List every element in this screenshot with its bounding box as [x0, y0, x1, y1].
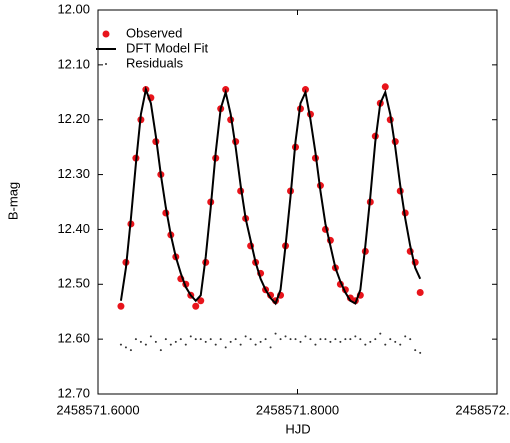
residual-point — [339, 340, 342, 343]
residual-point — [254, 343, 257, 346]
residual-point — [279, 338, 282, 341]
residual-point — [319, 338, 322, 341]
residual-point — [384, 343, 387, 346]
residual-point — [349, 338, 352, 341]
residual-point — [209, 338, 212, 341]
residual-point — [124, 346, 127, 349]
residual-point — [249, 338, 252, 341]
residual-point — [234, 338, 237, 341]
residual-point — [129, 349, 132, 352]
residual-point — [289, 338, 292, 341]
residual-point — [324, 338, 327, 341]
y-tick-label: 12.40 — [57, 221, 90, 236]
residual-point — [159, 349, 162, 352]
y-tick-label: 12.00 — [57, 1, 90, 16]
residual-point — [149, 335, 152, 338]
residual-point — [344, 338, 347, 341]
residual-point — [414, 349, 417, 352]
observed-point — [301, 86, 309, 94]
residual-point — [364, 343, 367, 346]
x-tick-label: 2458571.6000 — [56, 402, 139, 417]
residual-point — [214, 343, 217, 346]
residual-point — [239, 343, 242, 346]
model-line — [119, 85, 422, 306]
residual-point — [224, 346, 227, 349]
residual-point — [329, 340, 332, 343]
residual-point — [334, 338, 337, 341]
residual-point — [394, 340, 397, 343]
residual-point — [189, 335, 192, 338]
legend-swatch — [105, 63, 107, 65]
residual-point — [139, 340, 142, 343]
residual-point — [269, 346, 272, 349]
residual-point — [314, 343, 317, 346]
y-tick-label: 12.50 — [57, 276, 90, 291]
residual-point — [219, 338, 222, 341]
residual-point — [304, 335, 307, 338]
residual-point — [379, 332, 382, 335]
residual-point — [389, 338, 392, 341]
residual-point — [184, 343, 187, 346]
y-tick-label: 12.70 — [57, 385, 90, 400]
residual-point — [229, 340, 232, 343]
residual-point — [144, 343, 147, 346]
legend-label: DFT Model Fit — [126, 40, 208, 55]
x-axis-label: HJD — [285, 421, 310, 436]
residual-point — [199, 338, 202, 341]
residual-point — [369, 340, 372, 343]
y-tick-label: 12.30 — [57, 166, 90, 181]
residual-point — [309, 338, 312, 341]
residual-point — [409, 338, 412, 341]
residual-point — [119, 343, 122, 346]
residual-point — [179, 338, 182, 341]
residual-point — [204, 340, 207, 343]
x-tick-label: 2458571.8000 — [256, 402, 339, 417]
residual-point — [299, 340, 302, 343]
residual-point — [244, 335, 247, 338]
observed-point — [381, 83, 389, 91]
residual-point — [284, 335, 287, 338]
observed-point — [197, 297, 205, 305]
legend-label: Residuals — [126, 55, 184, 70]
observed-point — [117, 302, 125, 310]
residual-point — [169, 343, 172, 346]
residual-point — [374, 338, 377, 341]
legend-label: Observed — [126, 25, 182, 40]
observed-point — [192, 302, 200, 310]
x-tick-label: 2458572.0000 — [455, 402, 510, 417]
residual-point — [264, 338, 267, 341]
y-tick-label: 12.60 — [57, 331, 90, 346]
residual-point — [404, 335, 407, 338]
residual-point — [399, 343, 402, 346]
residual-point — [359, 338, 362, 341]
y-tick-label: 12.20 — [57, 111, 90, 126]
y-tick-label: 12.10 — [57, 56, 90, 71]
observed-point — [416, 289, 424, 297]
residual-point — [134, 338, 137, 341]
legend-swatch — [102, 30, 110, 38]
residual-point — [174, 340, 177, 343]
residual-point — [194, 338, 197, 341]
residual-point — [294, 338, 297, 341]
residual-point — [274, 332, 277, 335]
residual-point — [419, 351, 422, 354]
residual-point — [354, 335, 357, 338]
residual-point — [164, 338, 167, 341]
residual-point — [154, 340, 157, 343]
residual-point — [259, 340, 262, 343]
y-axis-label: B-mag — [5, 182, 20, 220]
